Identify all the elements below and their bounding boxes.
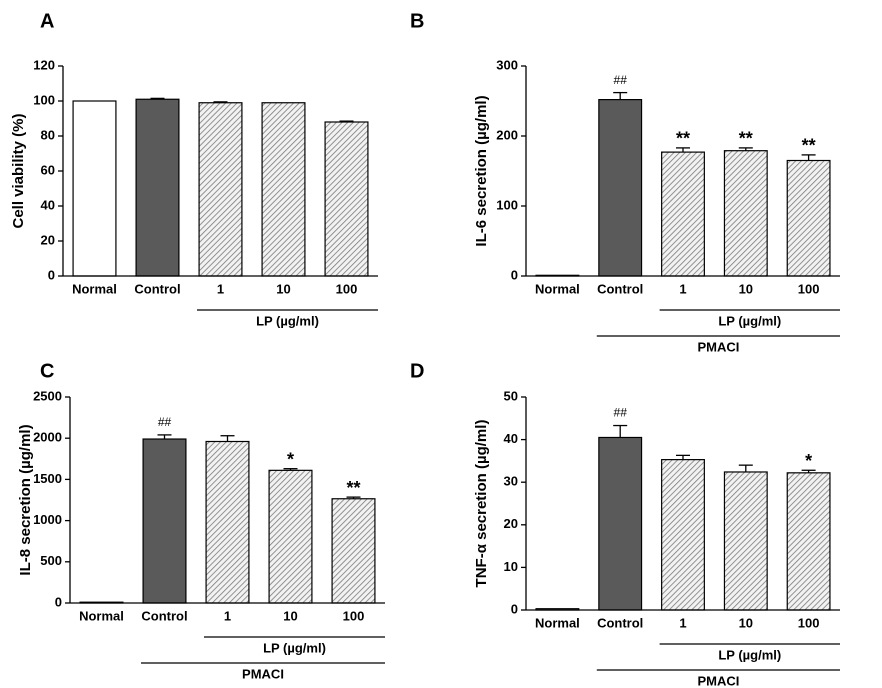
bar [72,100,117,277]
bar [198,102,243,277]
significance-mark: ** [346,478,360,498]
y-tick-label: 200 [496,127,518,142]
y-axis-label: TNF-α secretion (µg/ml) [473,420,490,588]
y-tick-label: 20 [41,232,55,247]
y-tick-label: 1500 [33,471,62,486]
group-label: PMACI [697,339,739,354]
bar [598,98,643,277]
x-tick-label: 10 [739,281,753,296]
y-tick-label: 80 [41,127,55,142]
group-label: PMACI [697,673,739,688]
bar [786,472,831,611]
x-tick-label: 100 [336,281,358,296]
bar [135,98,180,277]
group-label: PMACI [242,666,284,681]
y-axis-label: Cell viability (%) [10,113,27,228]
bar [331,498,376,604]
panel-label: A [40,10,54,32]
x-tick-label: 10 [276,281,290,296]
y-tick-label: 20 [504,516,518,531]
significance-mark: ** [676,129,690,149]
x-tick-label: Normal [72,281,117,296]
y-tick-label: 50 [504,388,518,403]
y-tick-label: 500 [40,553,62,568]
bar [786,159,831,277]
x-tick-label: Control [597,281,643,296]
y-tick-label: 0 [511,601,518,616]
x-tick-label: 100 [798,615,820,630]
y-tick-label: 2000 [33,430,62,445]
y-tick-label: 1000 [33,512,62,527]
y-tick-label: 0 [48,267,55,282]
y-axis-label: IL-8 secretion (µg/ml) [17,424,34,575]
bar [268,469,313,604]
y-tick-label: 0 [511,267,518,282]
x-tick-label: 10 [283,608,297,623]
y-tick-label: 100 [33,92,55,107]
significance-mark: ## [614,73,628,87]
bar [205,440,250,604]
bar [142,438,187,604]
x-tick-label: Normal [79,608,124,623]
significance-mark: * [287,449,294,469]
y-tick-label: 120 [33,57,55,72]
group-label: LP (µg/ml) [256,313,319,328]
y-tick-label: 60 [41,162,55,177]
y-tick-label: 30 [504,474,518,489]
x-tick-label: Control [141,608,187,623]
group-label: LP (µg/ml) [718,313,781,328]
y-tick-label: 10 [504,559,518,574]
panel-label: B [410,10,424,32]
y-tick-label: 0 [55,594,62,609]
bar [324,121,369,277]
group-label: LP (µg/ml) [263,640,326,655]
x-tick-label: 1 [679,281,686,296]
x-tick-label: 1 [224,608,231,623]
significance-mark: ## [158,415,172,429]
y-tick-label: 300 [496,57,518,72]
x-tick-label: 1 [679,615,686,630]
x-tick-label: Control [134,281,180,296]
significance-mark: ** [739,129,753,149]
panel-label: C [40,360,54,382]
x-tick-label: Normal [535,281,580,296]
bar [598,436,643,611]
y-tick-label: 40 [504,431,518,446]
significance-mark: ## [614,406,628,420]
bar [661,151,705,277]
y-axis-label: IL-6 secretion (µg/ml) [473,95,490,246]
y-tick-label: 2500 [33,388,62,403]
y-tick-label: 40 [41,197,55,212]
x-tick-label: 100 [343,608,365,623]
group-label: LP (µg/ml) [718,647,781,662]
bar [723,471,768,611]
x-tick-label: Normal [535,615,580,630]
x-tick-label: Control [597,615,643,630]
y-tick-label: 100 [496,197,518,212]
significance-mark: ** [802,136,816,156]
bar [261,102,306,277]
x-tick-label: 100 [798,281,820,296]
bar [661,459,705,611]
significance-mark: * [805,451,812,471]
bar [723,150,768,277]
panel-label: D [410,360,424,382]
x-tick-label: 10 [739,615,753,630]
x-tick-label: 1 [217,281,224,296]
